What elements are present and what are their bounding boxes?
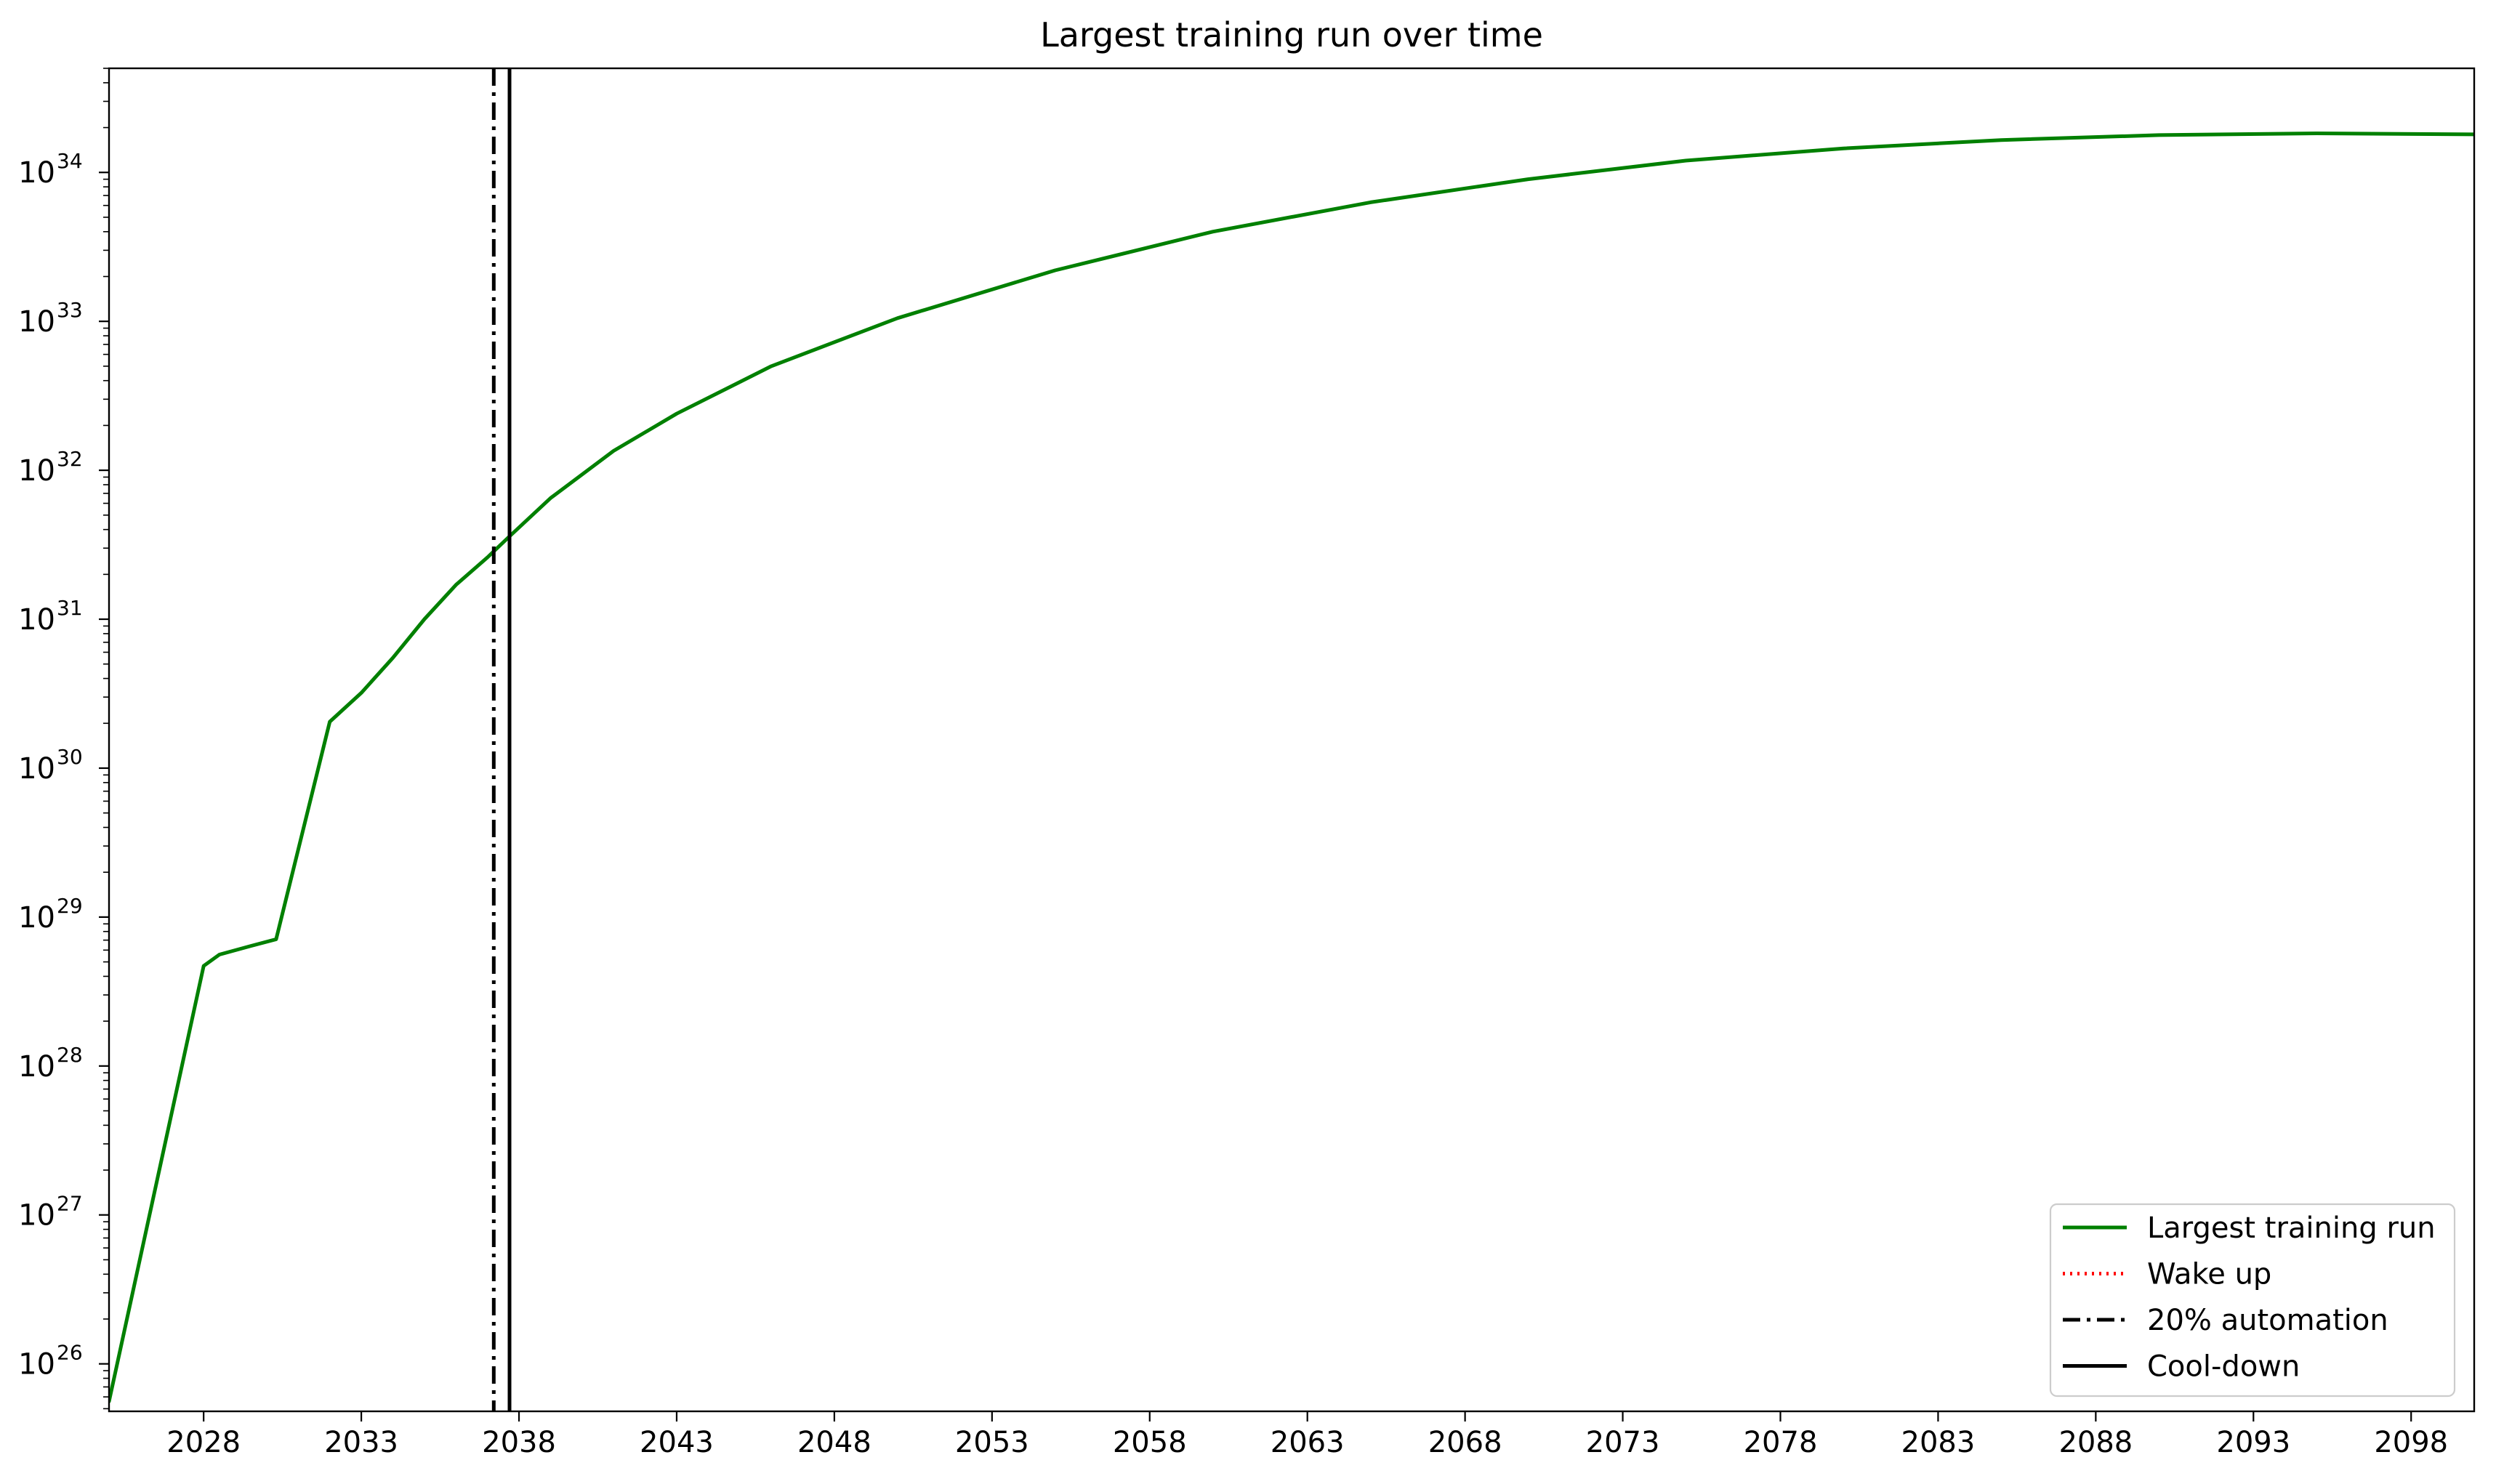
x-tick-label: 2053 [955,1426,1029,1459]
x-tick-label: 2063 [1271,1426,1345,1459]
legend-frame [2049,1203,2456,1398]
y-tick-label-exponent: 33 [57,298,83,322]
plot-frame [108,67,2476,1413]
vertical-lines [491,68,512,1411]
legend-items: Largest training run Wake up 20% automatio… [2063,1211,2436,1384]
x-tick-label: 2073 [1586,1426,1660,1459]
y-tick-label: 10 [18,1348,55,1382]
x-tick-label: 2068 [1428,1426,1502,1459]
x-tick-label: 2058 [1113,1426,1187,1459]
y-tick-label: 10 [18,1050,55,1084]
x-tick-label: 2098 [2374,1426,2448,1459]
x-tick-label: 2078 [1744,1426,1818,1459]
legend-label: 20% automation [2147,1304,2388,1337]
x-tick-label: 2038 [482,1426,556,1459]
legend-label: Cool-down [2147,1350,2300,1384]
y-tick-label: 10 [18,752,55,786]
y-tick-label-exponent: 29 [57,894,83,918]
y-tick-label-exponent: 31 [57,596,83,620]
x-tick-label: 2043 [640,1426,714,1459]
series-layer [109,132,2474,1403]
x-tick-label: 2033 [324,1426,398,1459]
y-tick-label-exponent: 32 [57,447,83,471]
y-tick-label-exponent: 28 [57,1043,83,1067]
y-tick-label-exponent: 27 [57,1192,83,1216]
y-tick-label: 10 [18,1199,55,1233]
legend-label: Largest training run [2147,1211,2436,1245]
chart-title: Largest training run over time [1040,15,1543,55]
y-tick-label: 10 [18,901,55,935]
x-tick-label: 2088 [2058,1426,2133,1459]
x-tick-label: 2083 [1901,1426,1976,1459]
x-tick-label: 2048 [797,1426,871,1459]
legend: Largest training run Wake up 20% automatio… [2049,1203,2456,1398]
y-tick-label: 10 [18,305,55,339]
x-tick-label: 2093 [2216,1426,2290,1459]
y-tick-label: 10 [18,603,55,637]
y-tick-label: 10 [18,156,55,190]
y-tick-label: 10 [18,454,55,488]
x-axis-ticks: 2028 2033 2038 2043 2048 2053 2058 2063 2068 2073… [166,1411,2448,1459]
x-tick-label: 2028 [166,1426,241,1459]
legend-label: Wake up [2147,1258,2271,1291]
y-tick-label-exponent: 26 [57,1341,83,1365]
plot-area [109,68,2474,1411]
series-line-largest-training-run [109,132,2474,1403]
y-tick-label-exponent: 34 [57,149,83,173]
y-tick-label-exponent: 30 [57,745,83,769]
